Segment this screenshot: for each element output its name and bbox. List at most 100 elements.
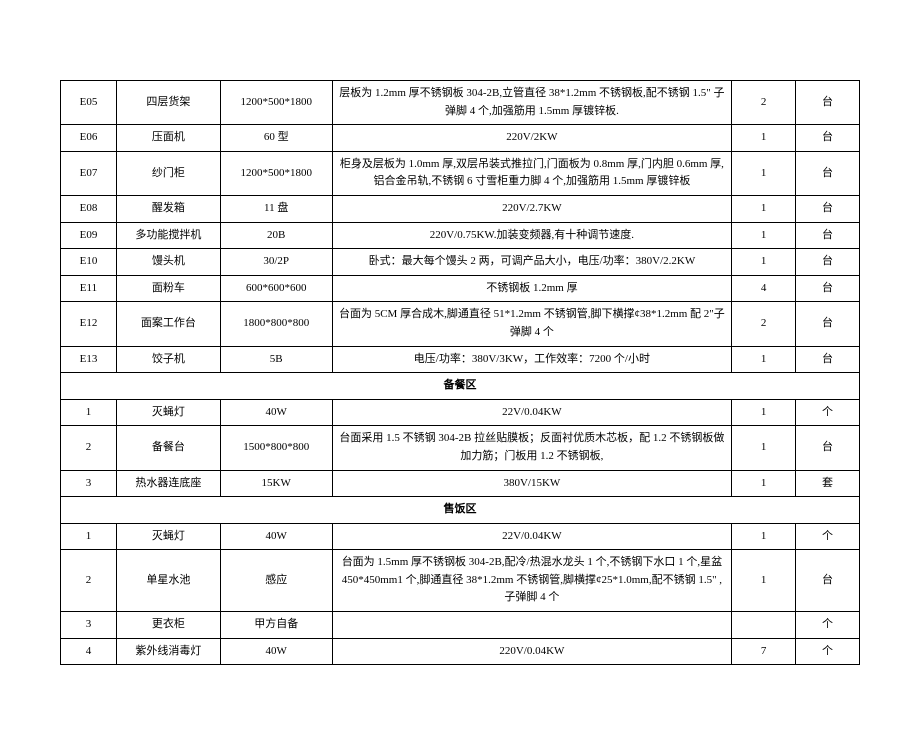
table-row: 2单星水池感应台面为 1.5mm 厚不锈钢板 304-2B,配冷/热混水龙头 1… [61,550,860,612]
table-cell: E08 [61,195,117,222]
table-row: 1灭蝇灯40W22V/0.04KW1个 [61,523,860,550]
table-cell: E06 [61,125,117,152]
table-cell: 220V/2.7KW [332,195,732,222]
table-cell: 40W [220,399,332,426]
table-cell: 单星水池 [116,550,220,612]
table-cell: 饺子机 [116,346,220,373]
table-row: 2备餐台1500*800*800台面采用 1.5 不锈钢 304-2B 拉丝贴膜… [61,426,860,470]
table-cell: 60 型 [220,125,332,152]
table-cell: 压面机 [116,125,220,152]
table-cell: 1 [732,346,796,373]
table-cell: 20B [220,222,332,249]
table-row: E09多功能搅拌机20B220V/0.75KW.加装变频器,有十种调节速度.1台 [61,222,860,249]
table-cell: 2 [61,550,117,612]
table-cell: 1 [732,550,796,612]
table-cell: 台 [796,222,860,249]
table-cell: 台 [796,151,860,195]
table-cell: 40W [220,523,332,550]
table-cell: 1 [732,125,796,152]
table-cell: 1200*500*1800 [220,151,332,195]
section-header-cell: 售饭区 [61,497,860,524]
table-cell: 热水器连底座 [116,470,220,497]
table-cell: 1 [732,151,796,195]
table-cell: 15KW [220,470,332,497]
table-cell: 22V/0.04KW [332,523,732,550]
table-cell: 套 [796,470,860,497]
table-cell: 1 [732,523,796,550]
table-row: 1灭蝇灯40W22V/0.04KW1个 [61,399,860,426]
table-cell: 台 [796,346,860,373]
section-header-row: 备餐区 [61,373,860,400]
table-row: E11面粉车600*600*600不锈钢板 1.2mm 厚4台 [61,275,860,302]
table-row: E13饺子机5B电压/功率：380V/3KW，工作效率：7200 个/小时1台 [61,346,860,373]
table-cell: 220V/0.75KW.加装变频器,有十种调节速度. [332,222,732,249]
table-cell: 卧式：最大每个馒头 2 两，可调产品大小，电压/功率：380V/2.2KW [332,249,732,276]
table-cell: 1 [732,222,796,249]
table-cell: 4 [732,275,796,302]
table-row: 3更衣柜甲方自备个 [61,612,860,639]
table-cell: 1800*800*800 [220,302,332,346]
table-cell: 220V/2KW [332,125,732,152]
table-cell: 灭蝇灯 [116,399,220,426]
table-cell: 面案工作台 [116,302,220,346]
table-cell: 1500*800*800 [220,426,332,470]
section-header-row: 售饭区 [61,497,860,524]
table-cell: 380V/15KW [332,470,732,497]
table-cell: 2 [732,302,796,346]
table-cell: 台 [796,302,860,346]
table-row: 3热水器连底座15KW380V/15KW1套 [61,470,860,497]
table-cell: 个 [796,523,860,550]
table-cell: 台面采用 1.5 不锈钢 304-2B 拉丝贴膜板；反面衬优质木芯板，配 1.2… [332,426,732,470]
table-cell: 40W [220,638,332,665]
table-cell: 个 [796,612,860,639]
table-cell: 灭蝇灯 [116,523,220,550]
table-cell: 1200*500*1800 [220,81,332,125]
table-row: E08醒发箱11 盘220V/2.7KW1台 [61,195,860,222]
table-row: E10馒头机30/2P卧式：最大每个馒头 2 两，可调产品大小，电压/功率：38… [61,249,860,276]
table-cell: 多功能搅拌机 [116,222,220,249]
table-cell: 台 [796,81,860,125]
equipment-table: E05四层货架1200*500*1800层板为 1.2mm 厚不锈钢板 304-… [60,80,860,665]
table-row: E07纱门柜1200*500*1800柜身及层板为 1.0mm 厚,双层吊装式推… [61,151,860,195]
table-cell: 30/2P [220,249,332,276]
table-cell: 更衣柜 [116,612,220,639]
table-cell: 层板为 1.2mm 厚不锈钢板 304-2B,立管直径 38*1.2mm 不锈钢… [332,81,732,125]
table-row: E05四层货架1200*500*1800层板为 1.2mm 厚不锈钢板 304-… [61,81,860,125]
table-cell: 台 [796,426,860,470]
table-cell: 5B [220,346,332,373]
table-cell: 600*600*600 [220,275,332,302]
table-cell: 个 [796,399,860,426]
table-cell: 220V/0.04KW [332,638,732,665]
table-cell: 甲方自备 [220,612,332,639]
table-cell: 四层货架 [116,81,220,125]
table-cell: 不锈钢板 1.2mm 厚 [332,275,732,302]
table-cell: 柜身及层板为 1.0mm 厚,双层吊装式推拉门,门面板为 0.8mm 厚,门内胆… [332,151,732,195]
table-cell: 台 [796,275,860,302]
table-cell: 紫外线消毒灯 [116,638,220,665]
table-cell: 纱门柜 [116,151,220,195]
section-header-cell: 备餐区 [61,373,860,400]
table-cell: 台面为 5CM 厚合成木,脚通直径 51*1.2mm 不锈钢管,脚下横撑¢38*… [332,302,732,346]
table-cell: 台 [796,125,860,152]
table-cell: 电压/功率：380V/3KW，工作效率：7200 个/小时 [332,346,732,373]
table-cell: 3 [61,470,117,497]
table-cell: 醒发箱 [116,195,220,222]
table-cell: 4 [61,638,117,665]
table-cell: 馒头机 [116,249,220,276]
table-cell: 2 [732,81,796,125]
table-row: E06压面机60 型220V/2KW1台 [61,125,860,152]
table-cell [732,612,796,639]
table-cell: 1 [61,523,117,550]
table-cell: 7 [732,638,796,665]
table-cell: 台 [796,195,860,222]
table-cell: E07 [61,151,117,195]
table-cell: 台 [796,249,860,276]
table-cell: E09 [61,222,117,249]
table-cell: E10 [61,249,117,276]
table-cell: 1 [732,249,796,276]
table-cell: 台 [796,550,860,612]
table-cell: 面粉车 [116,275,220,302]
table-cell [332,612,732,639]
table-cell: E11 [61,275,117,302]
table-cell: 1 [61,399,117,426]
